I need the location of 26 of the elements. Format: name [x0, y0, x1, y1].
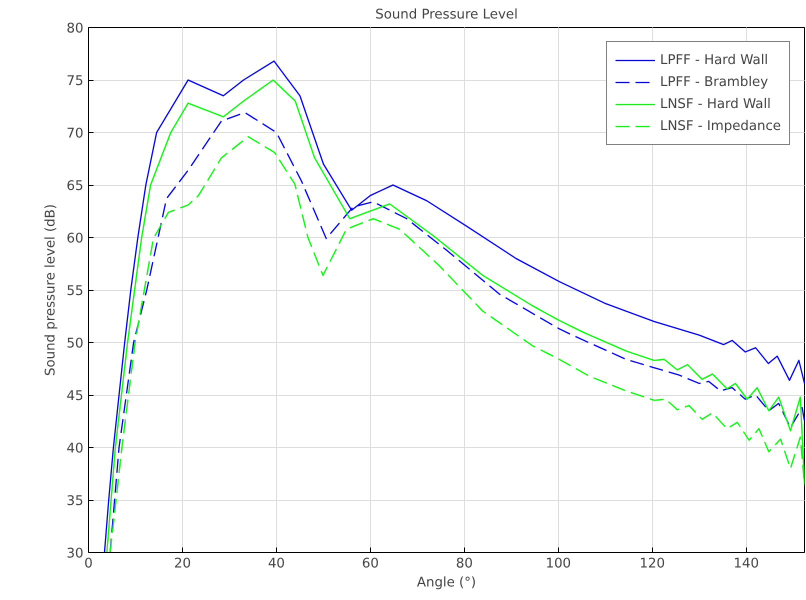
y-tick-label: 30 [66, 546, 84, 562]
x-tick-label: 80 [456, 556, 473, 572]
y-tick-label: 55 [66, 284, 84, 299]
y-tick-label: 45 [66, 389, 84, 404]
x-tick-label: 60 [362, 556, 379, 572]
x-tick-label: 20 [174, 556, 191, 572]
legend-label: LNSF - Hard Wall [660, 96, 771, 112]
y-tick-label: 50 [66, 336, 84, 352]
x-axis-title: Angle (°) [416, 576, 476, 590]
legend-label: LNSF - Impedance [660, 118, 781, 134]
y-tick-label: 35 [66, 494, 84, 509]
chart-title: Sound Pressure Level [375, 8, 518, 22]
y-tick-label: 75 [66, 74, 84, 89]
y-tick-label: 60 [66, 232, 84, 246]
y-tick-label: 70 [66, 126, 84, 142]
y-axis-title: Sound pressure level (dB) [44, 204, 59, 376]
y-tick-label: 40 [66, 442, 84, 456]
legend-label: LPFF - Brambley [660, 74, 768, 90]
legend-label: LPFF - Hard Wall [660, 52, 768, 68]
x-tick-label: 140 [734, 556, 759, 572]
x-tick-label: 0 [84, 556, 93, 572]
x-tick-label: 100 [546, 556, 572, 572]
x-tick-label: 40 [268, 556, 285, 572]
y-tick-label: 80 [66, 22, 84, 36]
y-tick-label: 65 [66, 179, 84, 194]
x-tick-label: 120 [640, 556, 666, 572]
